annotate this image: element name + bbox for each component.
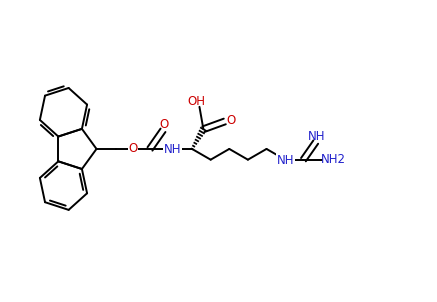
Text: NH: NH [276, 154, 294, 167]
Text: OH: OH [187, 95, 205, 108]
Text: NH: NH [164, 143, 181, 156]
Text: O: O [226, 114, 236, 127]
Text: NH: NH [308, 130, 325, 143]
Text: O: O [128, 143, 138, 156]
Text: O: O [159, 118, 168, 131]
Text: NH2: NH2 [321, 153, 346, 166]
